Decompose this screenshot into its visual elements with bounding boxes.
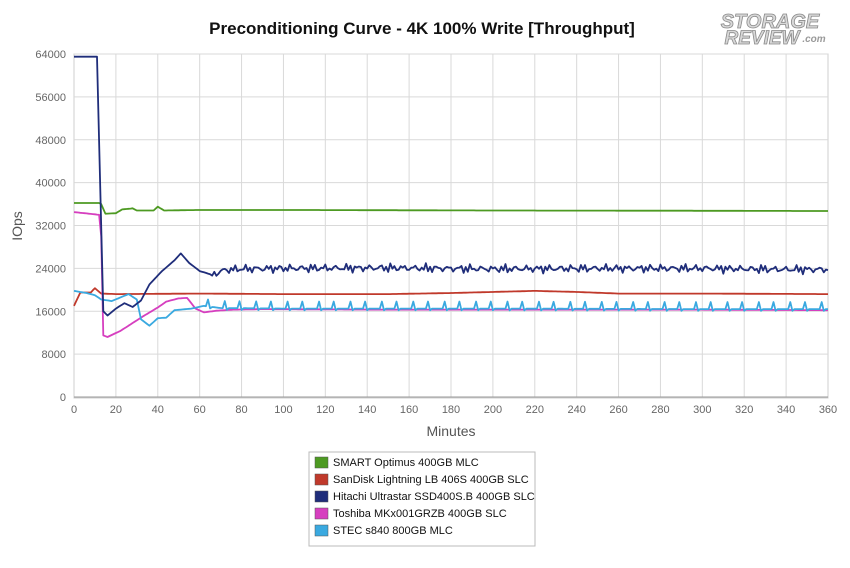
y-tick-label: 56000 bbox=[35, 92, 66, 104]
x-tick-label: 140 bbox=[358, 404, 376, 416]
x-tick-label: 320 bbox=[735, 404, 753, 416]
chart-title: Preconditioning Curve - 4K 100% Write [T… bbox=[209, 19, 635, 38]
x-tick-label: 220 bbox=[526, 404, 544, 416]
legend-label: Toshiba MKx001GRZB 400GB SLC bbox=[333, 508, 507, 520]
x-axis-ticks: 0 20 40 60 80 100 120 140 160 180 200 220 240 260 280 3… bbox=[71, 404, 837, 416]
legend-swatch bbox=[314, 473, 329, 486]
y-tick-label: 8000 bbox=[42, 349, 66, 361]
series-line-4 bbox=[73, 290, 828, 327]
series-lines bbox=[73, 55, 829, 338]
logo-text-suffix: .com bbox=[802, 34, 825, 45]
x-tick-label: 60 bbox=[194, 404, 206, 416]
x-tick-label: 0 bbox=[71, 404, 77, 416]
y-tick-label: 48000 bbox=[35, 135, 66, 147]
x-tick-label: 260 bbox=[609, 404, 627, 416]
series-line-2 bbox=[74, 55, 829, 317]
logo-text-line1: STORAGE bbox=[721, 11, 820, 33]
x-tick-label: 360 bbox=[819, 404, 837, 416]
x-tick-label: 120 bbox=[316, 404, 334, 416]
x-tick-label: 80 bbox=[235, 404, 247, 416]
plot-area: 0 8000 16000 24000 32000 40000 48000 56000 64000… bbox=[35, 49, 837, 416]
storagereview-logo: STORAGE REVIEW .com bbox=[720, 11, 825, 50]
x-tick-label: 340 bbox=[777, 404, 795, 416]
legend-items: SMART Optimus 400GB MLC SanDisk Lightning… bbox=[314, 456, 535, 537]
x-tick-label: 200 bbox=[484, 404, 502, 416]
x-tick-label: 300 bbox=[693, 404, 711, 416]
y-tick-label: 40000 bbox=[35, 178, 66, 190]
series-line-1 bbox=[73, 287, 828, 307]
legend-swatch bbox=[314, 524, 329, 537]
legend-label: STEC s840 800GB MLC bbox=[333, 525, 453, 537]
legend-label: SanDisk Lightning LB 406S 400GB SLC bbox=[333, 474, 529, 486]
legend-label: Hitachi Ultrastar SSD400S.B 400GB SLC bbox=[333, 491, 535, 503]
y-tick-label: 64000 bbox=[35, 49, 66, 61]
legend-box bbox=[308, 451, 536, 547]
x-tick-label: 100 bbox=[274, 404, 292, 416]
x-tick-label: 20 bbox=[110, 404, 122, 416]
x-tick-label: 160 bbox=[400, 404, 418, 416]
legend-swatch bbox=[314, 490, 329, 503]
y-tick-label: 24000 bbox=[35, 263, 66, 275]
x-tick-label: 40 bbox=[152, 404, 164, 416]
series-line-0 bbox=[74, 202, 828, 215]
legend-swatch bbox=[314, 456, 329, 469]
legend-label: SMART Optimus 400GB MLC bbox=[333, 457, 479, 469]
legend: SMART Optimus 400GB MLC SanDisk Lightning… bbox=[308, 451, 536, 547]
y-axis-label: IOps bbox=[9, 211, 25, 241]
logo-text-line2: REVIEW bbox=[725, 28, 802, 49]
x-tick-label: 240 bbox=[567, 404, 585, 416]
y-tick-label: 0 bbox=[60, 392, 66, 404]
legend-swatch bbox=[314, 507, 329, 520]
x-tick-label: 280 bbox=[651, 404, 669, 416]
x-axis-label: Minutes bbox=[426, 423, 475, 439]
x-tick-label: 180 bbox=[442, 404, 460, 416]
y-axis-ticks: 0 8000 16000 24000 32000 40000 48000 56000 64000 bbox=[35, 49, 66, 404]
y-tick-label: 32000 bbox=[35, 221, 66, 233]
y-tick-label: 16000 bbox=[35, 306, 66, 318]
